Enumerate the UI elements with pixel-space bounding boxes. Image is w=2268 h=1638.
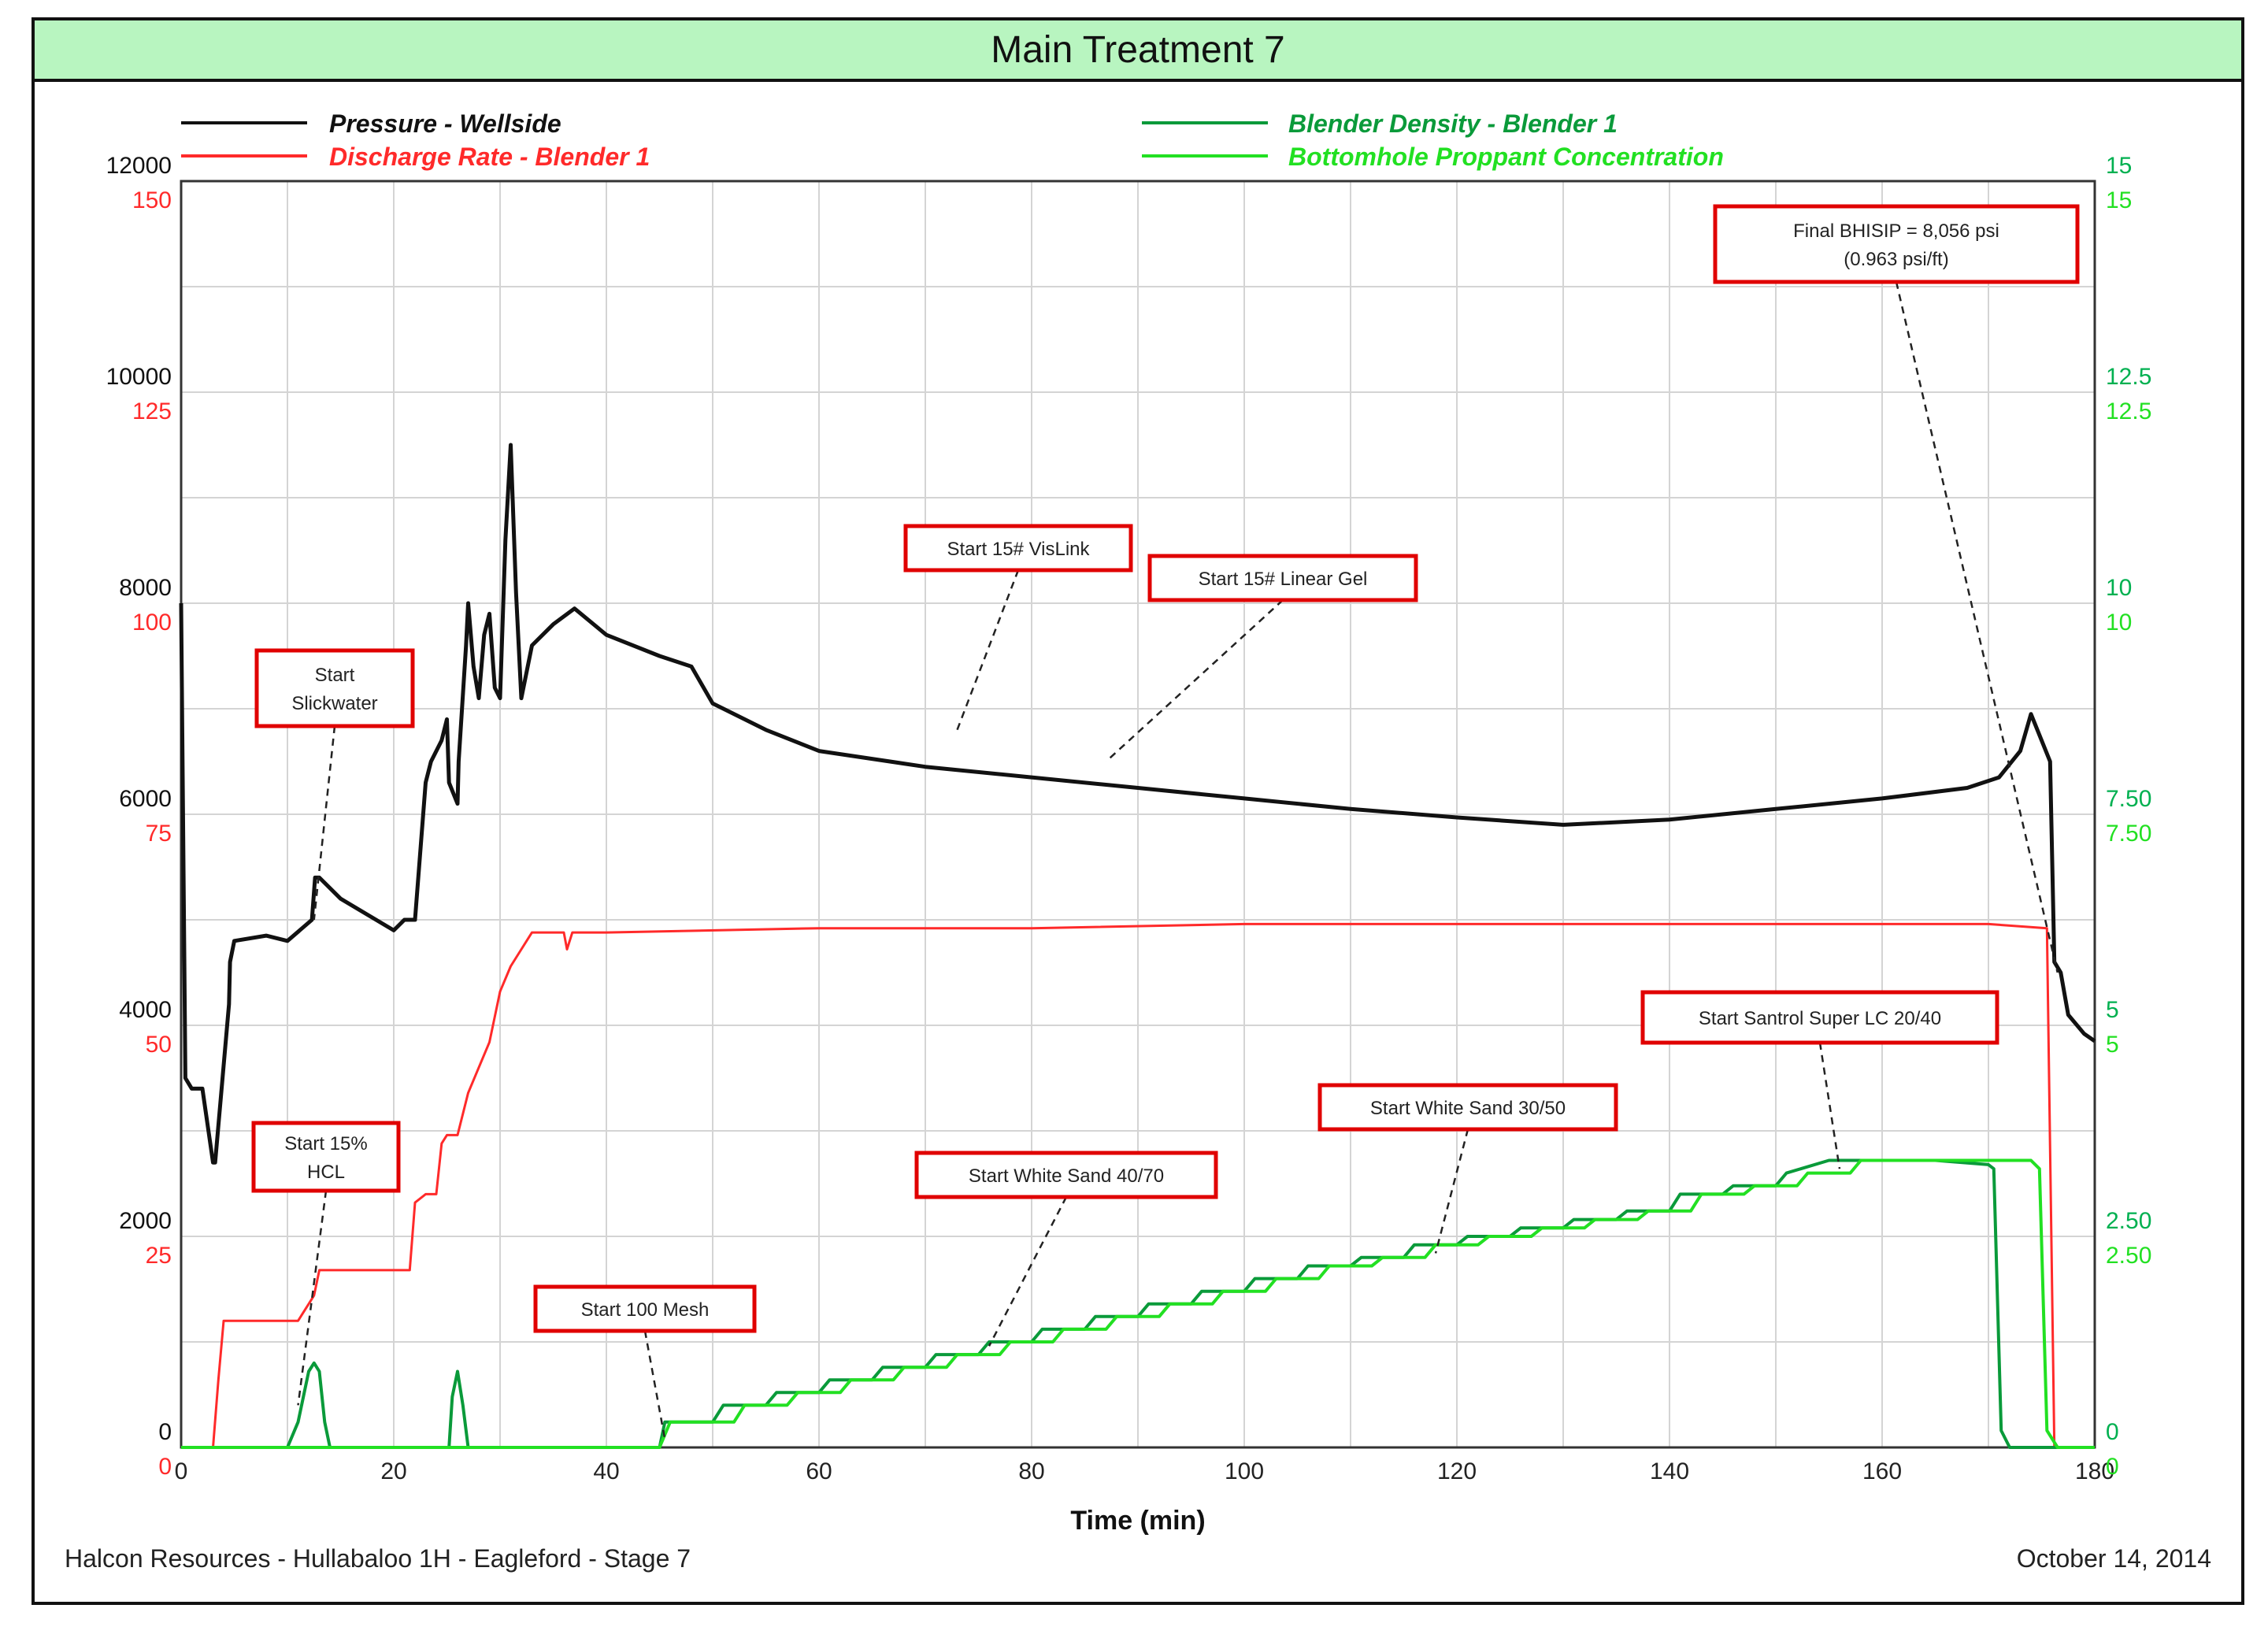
annotation-leader [1895,281,2059,973]
rate-tick-label: 150 [132,187,172,213]
concentration-tick-label: 5 [2106,1032,2119,1058]
annotation-label: (0.963 psi/ft) [1844,249,1948,270]
density-tick-label: 0 [2106,1419,2119,1445]
annotation-leader [1105,599,1284,762]
concentration-tick-label: 15 [2106,187,2132,213]
series-group [179,443,2096,1449]
pressure-tick-label: 12000 [106,153,172,179]
annotation-box [914,1151,1218,1199]
concentration-tick-label: 0 [2106,1454,2119,1480]
x-tick-label: 40 [593,1458,619,1484]
annotation-leader [956,569,1020,731]
x-tick-label: 180 [2075,1458,2114,1484]
rate-tick-label: 0 [158,1454,172,1480]
legend: Pressure - Wellside Discharge Rate - Blen… [181,109,1724,171]
annotation-label: Start 15% [284,1133,367,1154]
legend-label: Blender Density - Blender 1 [1288,109,1618,138]
annotation-label: Start [315,665,355,686]
annotation-leader [988,1196,1068,1347]
annotation-label: Start White Sand 30/50 [1370,1098,1566,1119]
footer-right: October 14, 2014 [2017,1544,2211,1573]
concentration-tick-label: 7.50 [2106,821,2151,847]
pressure-tick-label: 10000 [106,364,172,390]
x-tick-label: 120 [1437,1458,1477,1484]
chart-title: Main Treatment 7 [32,17,2244,82]
series-line-discharge-rate-blender-1 [181,922,2095,1449]
annotation-box [254,648,415,728]
x-axis-label: Time (min) [1070,1506,1205,1536]
annotation-box [1147,554,1418,602]
annotation-box [251,1121,401,1193]
annotation-label: Start Santrol Super LC 20/40 [1699,1008,1941,1029]
density-tick-label: 5 [2106,997,2119,1023]
x-tick-label: 60 [806,1458,832,1484]
x-tick-label: 100 [1225,1458,1264,1484]
annotation-label: Start 15# VisLink [947,539,1091,560]
density-tick-label: 7.50 [2106,786,2151,812]
annotation-label: HCL [307,1162,345,1183]
annotation-box [1640,990,1999,1045]
density-tick-label: 10 [2106,575,2132,601]
rate-tick-label: 50 [146,1032,172,1058]
x-tick-label: 20 [380,1458,406,1484]
annotation-leader [1434,1128,1469,1254]
rate-tick-label: 75 [146,821,172,847]
annotations: Start Slickwater Start 15% HCL Start 100 Mes… [251,204,2080,1440]
annotation-label: Final BHISIP = 8,056 psi [1793,220,1999,242]
footer-left: Halcon Resources - Hullabaloo 1H - Eagle… [65,1544,691,1573]
annotation-label: Start 100 Mesh [581,1299,710,1321]
density-tick-label: 12.5 [2106,364,2151,390]
density-tick-label: 15 [2106,153,2132,179]
density-tick-label: 2.50 [2106,1208,2151,1234]
pressure-tick-label: 4000 [119,997,172,1023]
rate-tick-label: 100 [132,610,172,636]
legend-label: Discharge Rate - Blender 1 [329,143,650,171]
annotation-label: Start 15# Linear Gel [1199,569,1368,590]
annotation-box [533,1284,757,1333]
x-tick-label: 80 [1018,1458,1044,1484]
rate-tick-label: 125 [132,398,172,424]
annotation-box [1713,204,2080,284]
concentration-tick-label: 12.5 [2106,398,2151,424]
annotation-label: Slickwater [291,693,377,714]
x-tick-label: 160 [1862,1458,1902,1484]
annotation-leader [297,1190,328,1406]
annotation-box [1317,1083,1618,1132]
annotation-box [903,524,1133,573]
pressure-tick-label: 6000 [119,786,172,812]
annotation-leader [1818,1042,1841,1169]
rate-tick-label: 25 [146,1243,172,1269]
axis-ticks: 0 20 40 60 80 100 120 140 160 1800200040006000800… [106,153,2152,1484]
series-line-bottomhole-proppant-concentration [181,1158,2095,1449]
concentration-tick-label: 2.50 [2106,1243,2151,1269]
annotation-leader [643,1330,666,1440]
annotation-label: Start White Sand 40/70 [969,1166,1164,1187]
chart-title-text: Main Treatment 7 [991,28,1285,71]
series-line-pressure-wellside [179,443,2096,1165]
grid [181,181,2095,1447]
pressure-tick-label: 2000 [119,1208,172,1234]
x-tick-label: 140 [1650,1458,1689,1484]
pressure-tick-label: 0 [158,1419,172,1445]
concentration-tick-label: 10 [2106,610,2132,636]
legend-label: Bottomhole Proppant Concentration [1288,143,1724,171]
legend-label: Pressure - Wellside [329,109,561,138]
pressure-tick-label: 8000 [119,575,172,601]
x-tick-label: 0 [175,1458,188,1484]
